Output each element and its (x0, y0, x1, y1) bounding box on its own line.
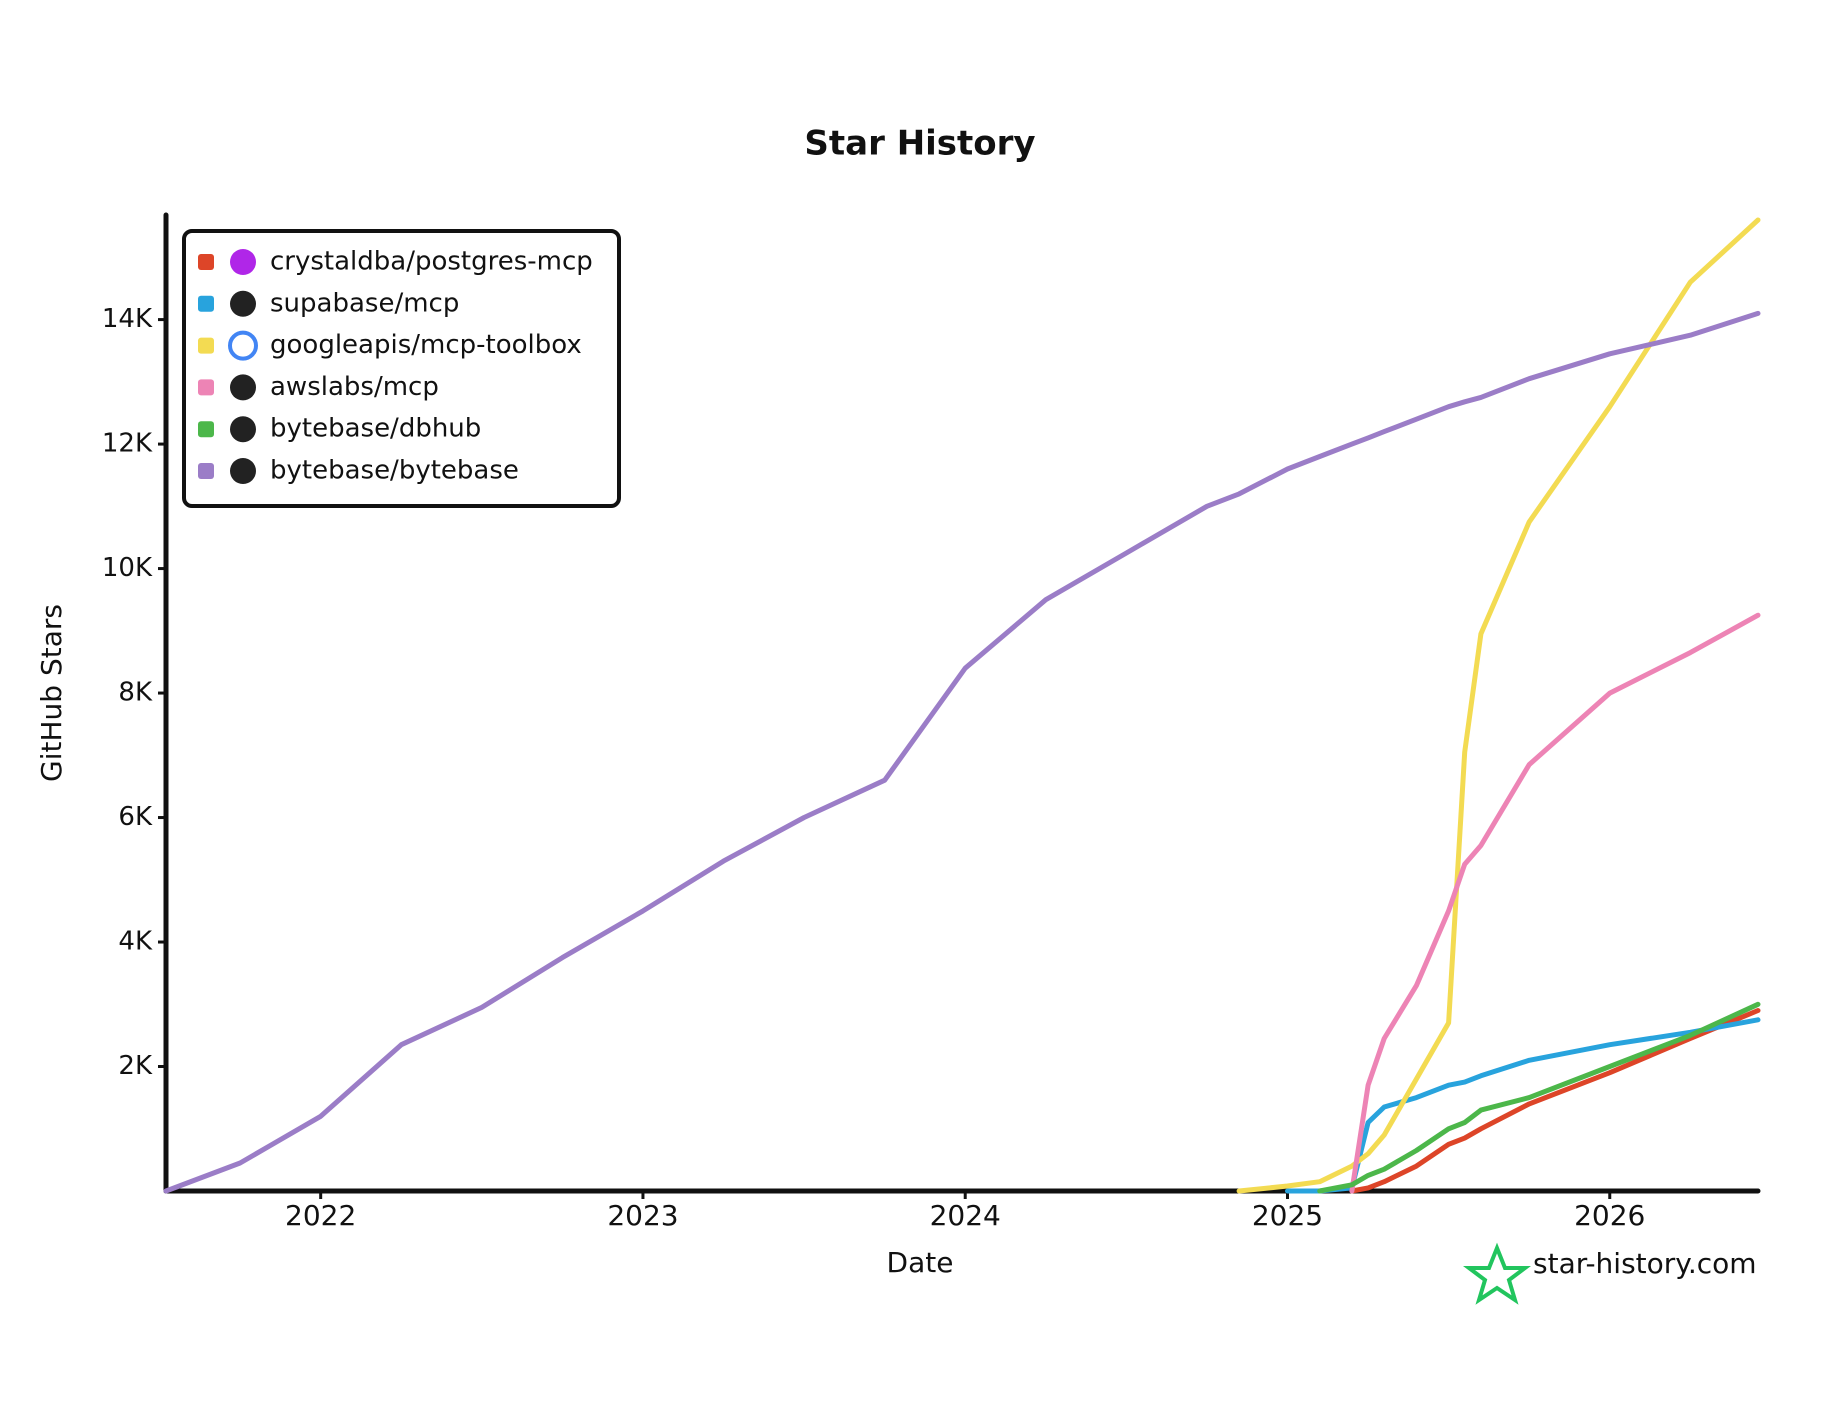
x-tick-label: 2022 (285, 1199, 356, 1232)
y-tick-label: 14K (102, 304, 153, 334)
y-tick-label: 12K (102, 429, 153, 459)
legend-icon (228, 330, 258, 361)
x-tick-label: 2023 (607, 1199, 678, 1232)
y-tick-label: 10K (102, 553, 153, 583)
chart-title: Star History (804, 124, 1035, 164)
legend-icon (230, 416, 256, 443)
legend-swatch (198, 379, 214, 396)
y-tick-label: 2K (118, 1051, 153, 1081)
series-line (163, 310, 1761, 1194)
x-tick-label: 2025 (1252, 1199, 1323, 1232)
y-tick-label: 4K (118, 927, 153, 957)
watermark: star-history.com (1533, 1247, 1757, 1280)
legend-label: googleapis/mcp-toolbox (270, 330, 582, 360)
x-tick-label: 2024 (930, 1199, 1001, 1232)
legend-icon (230, 374, 256, 401)
series-line (1349, 612, 1761, 1194)
legend-label: awslabs/mcp (270, 372, 439, 402)
legend-swatch (198, 295, 214, 312)
y-tick-label: 6K (118, 802, 153, 832)
legend: crystaldba/postgres-mcp supabase/mcp googl… (182, 229, 621, 508)
legend-swatch (198, 463, 214, 479)
legend-swatch (198, 254, 214, 270)
y-axis-label: GitHub Stars (35, 604, 68, 782)
legend-label: crystaldba/postgres-mcp (270, 247, 593, 277)
legend-swatch (198, 337, 214, 354)
x-axis-label: Date (887, 1246, 954, 1279)
x-tick-label: 2026 (1574, 1199, 1645, 1232)
series-line (1317, 1001, 1761, 1194)
series-line (1349, 1008, 1761, 1194)
legend-icon (230, 290, 256, 317)
series-line (1236, 217, 1761, 1194)
legend-label: bytebase/bytebase (270, 456, 519, 486)
legend-swatch (198, 421, 214, 438)
legend-icon (230, 249, 256, 275)
legend-label: supabase/mcp (270, 288, 459, 318)
watermark-icon (1463, 1242, 1531, 1305)
y-tick-label: 8K (118, 678, 153, 708)
legend-icon (230, 458, 256, 484)
legend-label: bytebase/dbhub (270, 414, 481, 444)
legend-box (182, 229, 621, 508)
